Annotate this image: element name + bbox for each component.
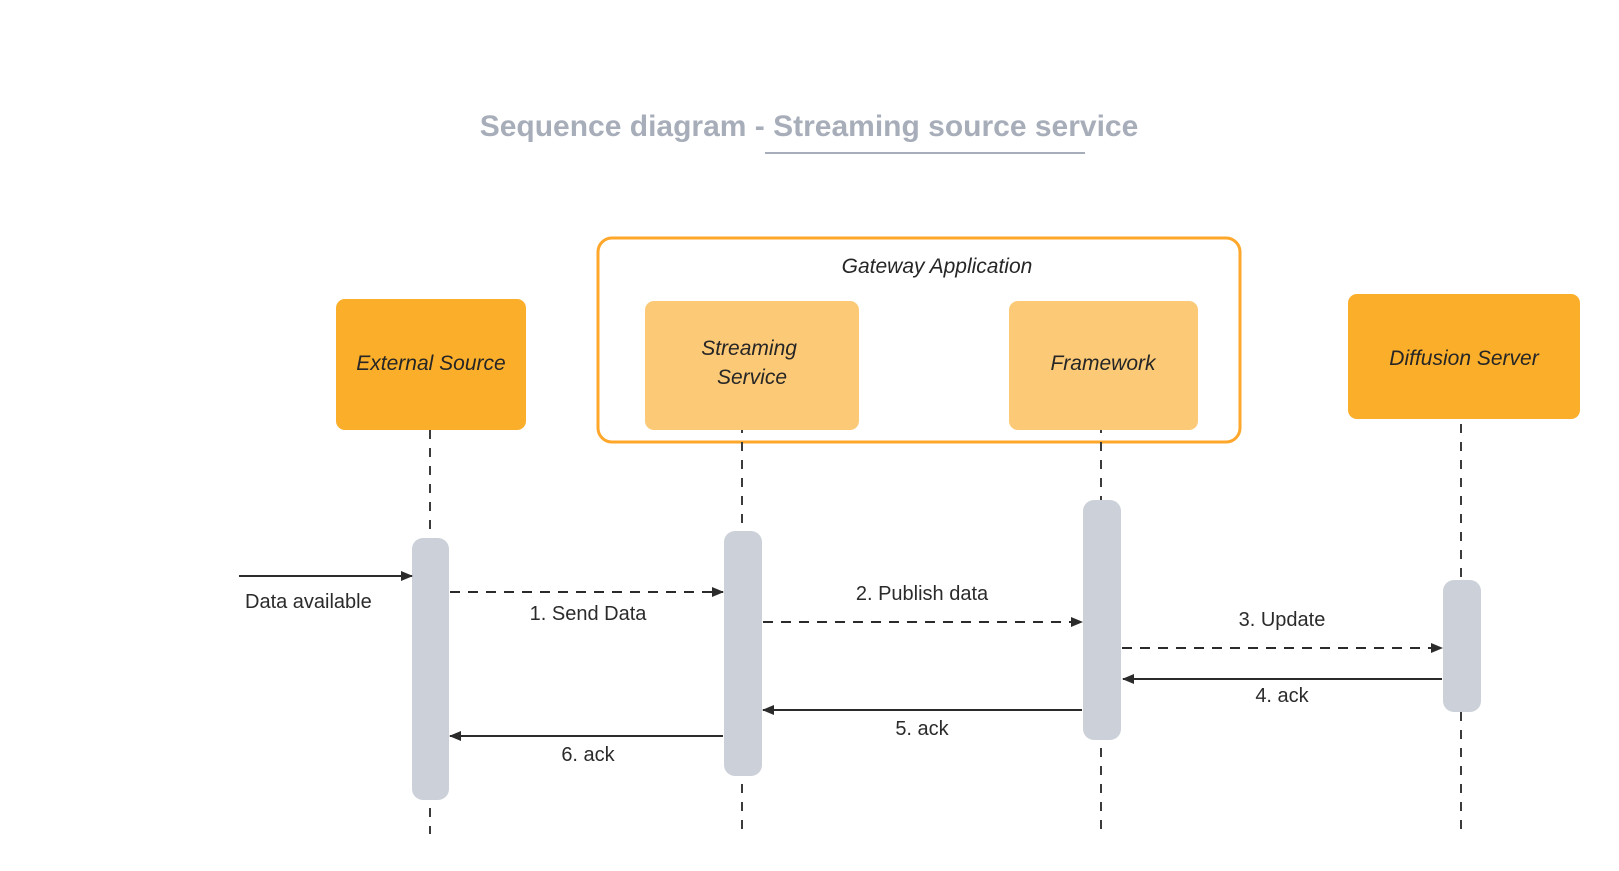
gateway-application-label: Gateway Application: [842, 255, 1033, 278]
activation-diffusion-server: [1443, 580, 1481, 712]
participant-streaming-service-box[interactable]: [645, 301, 859, 430]
page-title-text: Sequence diagram - Streaming source serv…: [480, 110, 1139, 143]
message-publish-data-label: 2. Publish data: [856, 583, 989, 605]
message-send-data-label: 1. Send Data: [530, 603, 648, 625]
participant-diffusion-server-label: Diffusion Server: [1389, 347, 1539, 370]
gateway-application-group: Gateway Application: [596, 236, 1242, 444]
message-ack-5-label: 5. ack: [895, 718, 949, 740]
participant-streaming-service[interactable]: Streaming Service: [645, 301, 859, 430]
message-ack-4[interactable]: 4. ack: [1122, 674, 1442, 707]
message-update[interactable]: 3. Update: [1122, 609, 1443, 653]
participant-external-source-box[interactable]: [336, 299, 526, 430]
message-data-available-label: Data available: [245, 591, 372, 613]
message-data-available[interactable]: Data available: [239, 571, 413, 613]
participant-framework[interactable]: Framework: [1009, 301, 1198, 430]
message-ack-6-label: 6. ack: [561, 744, 615, 766]
participant-external-source[interactable]: External Source: [336, 299, 526, 430]
activation-external-source: [412, 538, 449, 800]
gateway-application-border: [596, 236, 1242, 444]
participant-framework-label: Framework: [1050, 352, 1157, 375]
message-ack-6[interactable]: 6. ack: [449, 731, 723, 766]
participant-external-source-label: External Source: [356, 352, 505, 375]
message-publish-data[interactable]: 2. Publish data: [763, 583, 1083, 627]
activation-framework: [1083, 500, 1121, 740]
message-ack-4-label: 4. ack: [1255, 685, 1309, 707]
activation-streaming-service: [724, 531, 762, 776]
message-ack-5[interactable]: 5. ack: [762, 705, 1082, 740]
message-update-label: 3. Update: [1239, 609, 1326, 631]
page-title: Sequence diagram - Streaming source serv…: [480, 110, 1139, 154]
message-send-data[interactable]: 1. Send Data: [450, 587, 724, 625]
participant-framework-box[interactable]: [1009, 301, 1198, 430]
participant-streaming-service-label: Streaming Service: [701, 337, 803, 389]
participant-diffusion-server-box[interactable]: [1348, 294, 1580, 419]
participant-diffusion-server[interactable]: Diffusion Server: [1348, 294, 1580, 419]
